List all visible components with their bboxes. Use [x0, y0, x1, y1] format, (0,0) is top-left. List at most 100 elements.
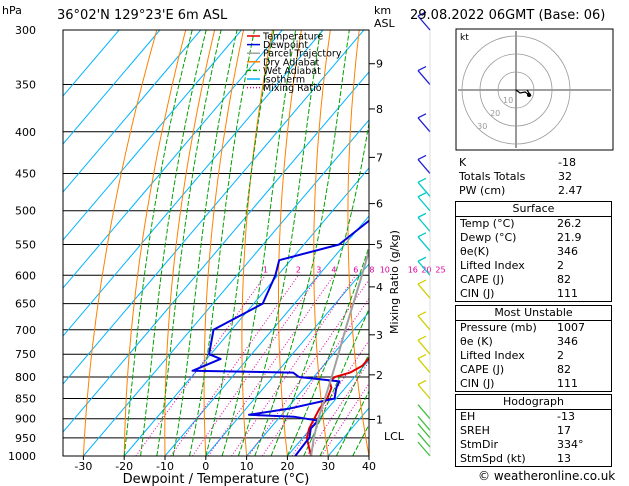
legend-entry: Parcel Trajectory [263, 49, 342, 60]
wind-barb-flag [417, 354, 427, 360]
wind-barb-flag [417, 192, 427, 198]
mixing-ratio-label: 4 [331, 265, 336, 274]
wind-barb [417, 441, 431, 457]
mu-row: Pressure (mb) 1007 [460, 321, 585, 334]
wind-barb [417, 260, 431, 276]
hodograph-unit: kt [460, 33, 469, 43]
hodo-row: StmDir 334° [460, 438, 584, 451]
surface-row: θe(K) 346 [460, 245, 578, 258]
x-tick-label: -30 [74, 460, 92, 473]
km-tick-label: 6 [376, 198, 383, 211]
datetime-title: 29.08.2022 06GMT (Base: 06) [410, 8, 605, 23]
x-tick-label: 0 [202, 460, 209, 473]
hodograph-ring [497, 71, 535, 109]
wind-barb [417, 181, 431, 197]
wind-barb-flag [417, 11, 427, 17]
pressure-tick-label: 800 [15, 371, 36, 384]
wet-adiabat-line [172, 30, 238, 456]
wind-barb [417, 358, 431, 374]
pressure-tick-label: 600 [15, 269, 36, 282]
legend-entry: Isotherm [263, 75, 305, 86]
wind-barb-flag [417, 154, 427, 161]
parcel-trajectory-line [310, 247, 369, 456]
wet-adiabat-line [335, 390, 369, 456]
lcl-label: LCL [384, 430, 405, 443]
dry-adiabat-line [82, 30, 158, 456]
pressure-tick-label: 550 [15, 238, 36, 251]
wind-barb-flag [417, 212, 427, 218]
hodograph-table: Hodograph EH -13 SREH 17 StmDir 334° StmSpd… [455, 394, 612, 467]
index-row: Totals Totals 32 [459, 170, 572, 183]
asl-unit: ASL [374, 17, 396, 30]
surface-row: CIN (J) 111 [460, 287, 578, 300]
index-row: K -18 [459, 156, 576, 169]
mixing-ratio-line [207, 275, 335, 456]
mixing-ratio-label: 3 [316, 265, 321, 274]
wet-adiabat-line [237, 30, 322, 456]
x-axis-label: Dewpoint / Temperature (°C) [123, 472, 310, 486]
surface-title: Surface [456, 202, 611, 217]
pressure-tick-label: 350 [15, 79, 36, 92]
wind-barb [417, 216, 431, 232]
hodograph-title: Hodograph [456, 395, 611, 410]
wind-barb [417, 432, 431, 448]
wind-barb [417, 70, 431, 85]
pressure-tick-label: 750 [15, 348, 36, 361]
pressure-tick-label: 1000 [8, 450, 36, 463]
pressure-tick-label: 300 [15, 24, 36, 37]
wind-barb [417, 283, 431, 299]
plot-frame [62, 29, 370, 457]
dry-adiabat-line [620, 30, 629, 456]
most-unstable-title: Most Unstable [456, 306, 611, 321]
pressure-tick-label: 400 [15, 126, 36, 139]
isotherm-line [205, 263, 369, 456]
mixing-ratio-line [170, 275, 299, 456]
x-tick-label: -10 [156, 460, 174, 473]
dry-adiabat-line [347, 30, 369, 456]
isotherm-line [63, 30, 161, 145]
hodograph-ring-label: 30 [477, 122, 487, 131]
wet-adiabat-line [189, 30, 255, 456]
legend-entry: Dewpoint [263, 40, 308, 51]
surface-table: Surface Temp (°C) 26.2 Dewp (°C) 21.9 θe(K… [455, 201, 612, 302]
legend-entry: Temperature [262, 32, 323, 43]
wet-adiabat-line [205, 30, 275, 456]
hpa-unit: hPa [2, 4, 22, 17]
wind-barb-flag [417, 177, 427, 183]
wind-barb [417, 423, 431, 439]
isotherm-line [63, 30, 202, 193]
isotherm-line [63, 71, 369, 433]
mu-row: CIN (J) 111 [460, 377, 578, 390]
mu-row: CAPE (J) 82 [460, 363, 571, 376]
dry-adiabat-line [413, 30, 451, 456]
pressure-tick-label: 500 [15, 205, 36, 218]
km-tick-label: 4 [376, 281, 383, 294]
x-tick-label: -20 [115, 460, 133, 473]
hodograph-ring [479, 53, 553, 127]
location-title: 36°02'N 129°23'E 6m ASL [57, 8, 228, 23]
hodograph-ring-label: 20 [490, 109, 500, 118]
mixing-ratio-label: 25 [435, 265, 445, 274]
wind-barb-flag [417, 65, 427, 72]
index-row: PW (cm) 2.47 [459, 184, 583, 197]
hodo-row: EH -13 [460, 410, 575, 423]
isotherm-line [63, 30, 242, 241]
mixing-ratio-label: 16 [408, 265, 418, 274]
surface-row: CAPE (J) 82 [460, 273, 571, 286]
isotherm-line [164, 215, 369, 456]
isotherm-line [246, 311, 369, 456]
surface-row: Lifted Index 2 [460, 259, 564, 272]
dry-adiabat-line [313, 30, 331, 456]
wet-adiabat-line [286, 245, 369, 456]
isotherm-line [83, 119, 369, 456]
mixing-ratio-label: 2 [296, 265, 301, 274]
indices-block: K -18 Totals Totals 32 PW (cm) 2.47 [455, 156, 612, 198]
wind-barb [417, 236, 431, 252]
mixing-ratio-label: 20 [421, 265, 431, 274]
x-tick-label: 30 [321, 460, 335, 473]
dry-adiabat-line [123, 30, 187, 456]
mixing-ratio-line [191, 275, 320, 456]
pressure-tick-label: 900 [15, 413, 36, 426]
pressure-tick-label: 850 [15, 392, 36, 405]
pressure-tick-label: 950 [15, 432, 36, 445]
